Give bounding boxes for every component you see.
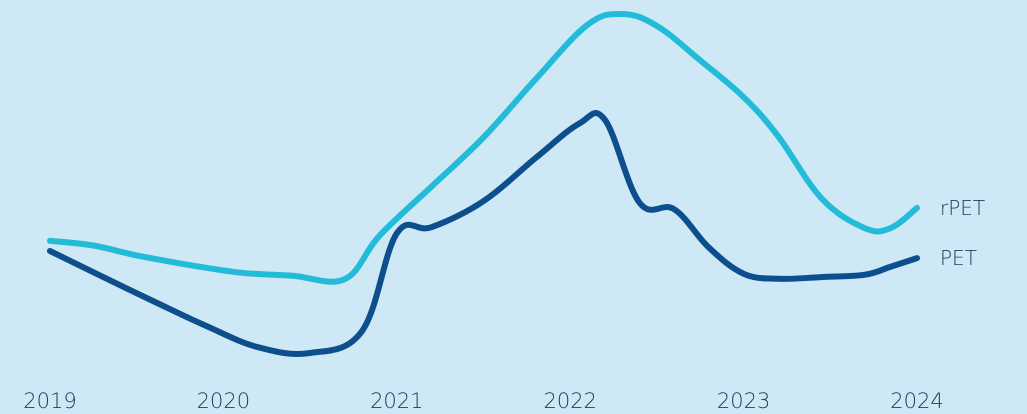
series-end-labels: rPET PET [940, 196, 985, 270]
x-axis: 2019 2020 2021 2022 2023 2024 [23, 389, 943, 413]
x-tick-label: 2020 [197, 389, 250, 413]
x-tick-label: 2019 [23, 389, 76, 413]
series-label-rpet: rPET [940, 196, 985, 220]
series-line-rpet [47, 10, 920, 285]
x-tick-label: 2023 [717, 389, 770, 413]
series-line-pet [47, 110, 920, 358]
x-tick-label: 2021 [370, 389, 423, 413]
series-lines [47, 10, 920, 358]
x-tick-label: 2022 [543, 389, 596, 413]
series-label-pet: PET [940, 246, 977, 270]
x-tick-label: 2024 [890, 389, 943, 413]
